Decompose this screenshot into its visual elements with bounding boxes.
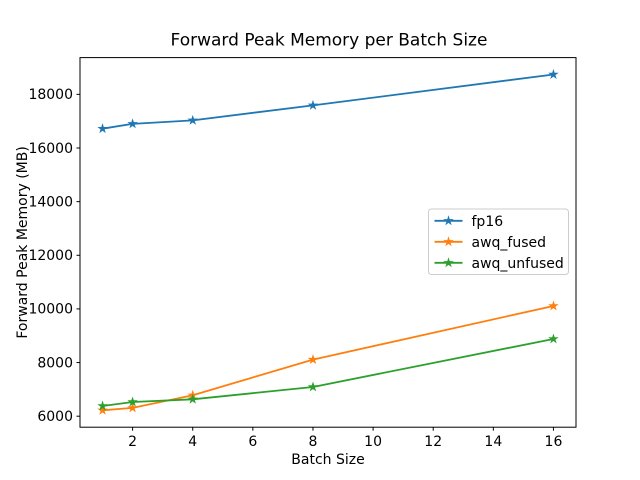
x-tick-label: 14: [484, 434, 502, 450]
y-tick-label: 12000: [28, 248, 73, 264]
data-point-marker-awq_unfused: [187, 393, 198, 404]
data-point-marker-awq_unfused: [548, 333, 559, 344]
data-point-marker-awq_fused: [307, 354, 319, 365]
x-tick-label: 10: [364, 434, 382, 450]
y-tick-label: 14000: [28, 194, 73, 210]
x-tick-label: 4: [188, 434, 197, 450]
y-tick-label: 16000: [28, 141, 73, 157]
data-point-marker-awq_unfused: [97, 400, 108, 411]
x-tick-label: 12: [424, 434, 442, 450]
x-tick-label: 6: [248, 434, 257, 450]
data-point-marker-fp16: [97, 123, 108, 134]
y-tick-label: 8000: [37, 355, 73, 371]
data-point-marker-awq_fused: [548, 300, 559, 311]
legend: [428, 208, 569, 275]
chart-title: Forward Peak Memory per Batch Size: [171, 31, 488, 51]
x-tick-label: 2: [128, 434, 137, 450]
y-tick-label: 10000: [28, 302, 73, 318]
y-tick-label: 18000: [28, 87, 73, 103]
data-point-marker-awq_unfused: [307, 381, 319, 392]
data-point-marker-fp16: [187, 114, 198, 125]
data-point-marker-fp16: [127, 118, 138, 129]
data-point-marker-fp16: [307, 99, 319, 110]
axes-frame: [79, 57, 577, 428]
x-tick-label: 16: [545, 434, 563, 450]
data-point-marker-awq_unfused: [127, 396, 138, 407]
legend-label-awq_unfused: awq_unfused: [472, 256, 564, 272]
legend-label-awq_fused: awq_fused: [472, 235, 547, 251]
y-axis-label: Forward Peak Memory (MB): [15, 146, 31, 338]
legend-marker-awq_unfused: [443, 257, 454, 268]
x-axis-label: Batch Size: [291, 452, 364, 468]
legend-marker-awq_fused: [443, 236, 454, 247]
legend-label-fp16: fp16: [472, 214, 504, 230]
data-point-marker-awq_fused: [97, 404, 108, 415]
data-point-marker-fp16: [548, 69, 559, 79]
data-point-marker-awq_fused: [127, 402, 138, 413]
chart-generated-content: 2 4 6 8 10 12 14 16 6000 8000 10000 12000 14000 16000…: [28, 57, 577, 450]
y-tick-label: 6000: [37, 409, 73, 425]
x-tick-label: 8: [309, 434, 318, 450]
legend-marker-fp16: [443, 215, 454, 226]
